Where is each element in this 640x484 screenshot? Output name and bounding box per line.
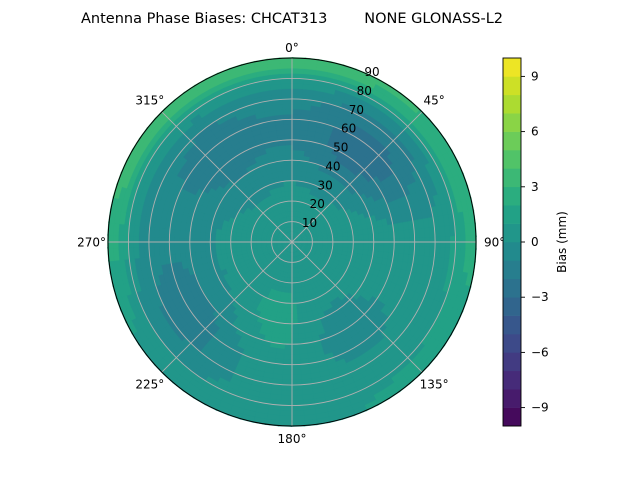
chart-title: Antenna Phase Biases: CHCAT313 NONE GLON… <box>81 11 503 27</box>
field-cell <box>440 237 446 249</box>
field-cell <box>138 236 144 248</box>
r-tick-label: 50 <box>333 141 348 155</box>
theta-tick-label: 0° <box>285 41 299 55</box>
colorbar-segment <box>503 224 521 243</box>
theta-tick-label: 270° <box>77 236 106 250</box>
colorbar-tick-label: 9 <box>531 69 539 83</box>
theta-tick-label: 135° <box>420 378 449 392</box>
colorbar-segment <box>503 297 521 316</box>
field-cell <box>445 236 451 248</box>
colorbar-segment <box>503 279 521 298</box>
field-cell <box>123 235 129 248</box>
theta-tick-label: 90° <box>484 236 505 250</box>
colorbar-segment <box>503 334 521 353</box>
field-cell <box>435 237 441 248</box>
colorbar-segment <box>503 408 521 427</box>
colorbar-tick-label: 0 <box>531 235 539 249</box>
field-cell <box>461 236 467 249</box>
colorbar-tick-label: −9 <box>531 401 549 415</box>
colorbar-segment <box>503 150 521 169</box>
r-tick-label: 10 <box>302 216 317 230</box>
field-cell <box>425 237 431 248</box>
colorbar-label: Bias (mm) <box>555 211 569 273</box>
r-tick-label: 60 <box>341 122 356 136</box>
colorbar-segment <box>503 76 521 95</box>
field-cell <box>118 235 124 248</box>
colorbar-segment <box>503 132 521 151</box>
colorbar-segment <box>503 352 521 371</box>
colorbar: −9 −6 −3 0 3 6 9 <box>503 58 549 426</box>
colorbar-segment <box>503 205 521 224</box>
theta-tick-label: 45° <box>423 93 444 107</box>
colorbar-segment <box>503 113 521 132</box>
theta-tick-label: 315° <box>135 93 164 107</box>
field-cell <box>143 236 149 247</box>
r-tick-label: 90 <box>364 65 379 79</box>
r-tick-label: 40 <box>325 159 340 173</box>
colorbar-segment <box>503 58 521 77</box>
colorbar-segment <box>503 316 521 335</box>
field-cell <box>159 236 165 246</box>
field-cell <box>455 236 461 249</box>
r-tick-label: 70 <box>349 103 364 117</box>
field-cell <box>113 234 119 248</box>
field-cell <box>466 236 472 250</box>
polar-grid <box>108 58 476 426</box>
field-cell <box>420 237 426 247</box>
r-tick-label: 20 <box>310 197 325 211</box>
colorbar-tick-label: −3 <box>531 290 549 304</box>
colorbar-segment <box>503 260 521 279</box>
colorbar-segment <box>503 389 521 408</box>
theta-tick-label: 225° <box>135 378 164 392</box>
colorbar-segment <box>503 168 521 187</box>
theta-tick-label: 180° <box>278 432 307 446</box>
r-tick-label: 30 <box>317 178 332 192</box>
r-tick-label: 80 <box>357 84 372 98</box>
colorbar-segment <box>503 371 521 390</box>
colorbar-segment <box>503 95 521 114</box>
colorbar-segment <box>503 187 521 206</box>
colorbar-tick-label: 6 <box>531 125 539 139</box>
colorbar-segment <box>503 242 521 261</box>
field-cell <box>133 235 139 247</box>
colorbar-tick-label: 3 <box>531 180 539 194</box>
field-cell <box>153 236 159 247</box>
colorbar-tick-label: −6 <box>531 345 549 359</box>
